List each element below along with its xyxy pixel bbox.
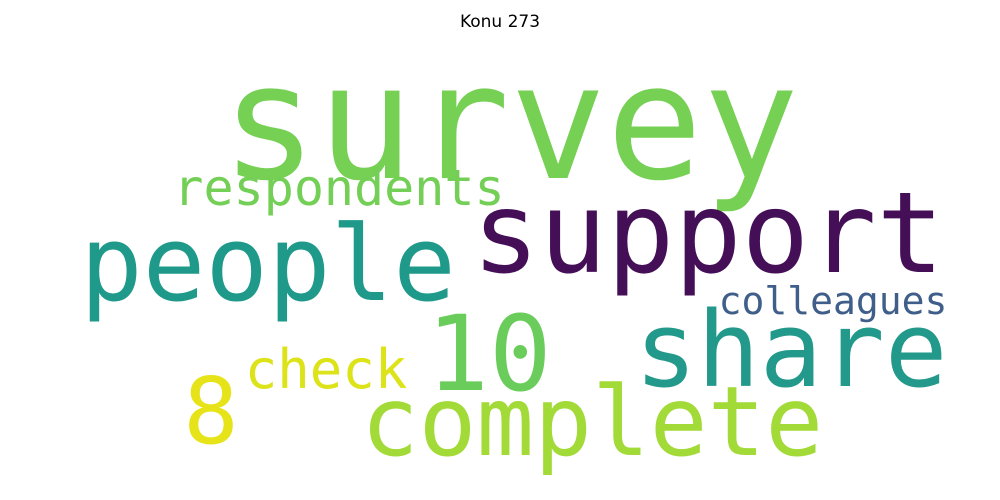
word-8: 8: [183, 358, 238, 465]
word-respondents: respondents: [173, 159, 504, 217]
word-people: people: [80, 203, 456, 325]
word-support: support: [472, 169, 944, 299]
figure-title: Konu 273: [459, 12, 541, 32]
word-colleagues: colleagues: [719, 279, 948, 323]
word-check: check: [245, 338, 408, 401]
word-complete: complete: [361, 366, 823, 478]
word-10: 10: [426, 293, 551, 415]
word-share: share: [634, 289, 947, 411]
word-survey: survey: [221, 29, 799, 216]
